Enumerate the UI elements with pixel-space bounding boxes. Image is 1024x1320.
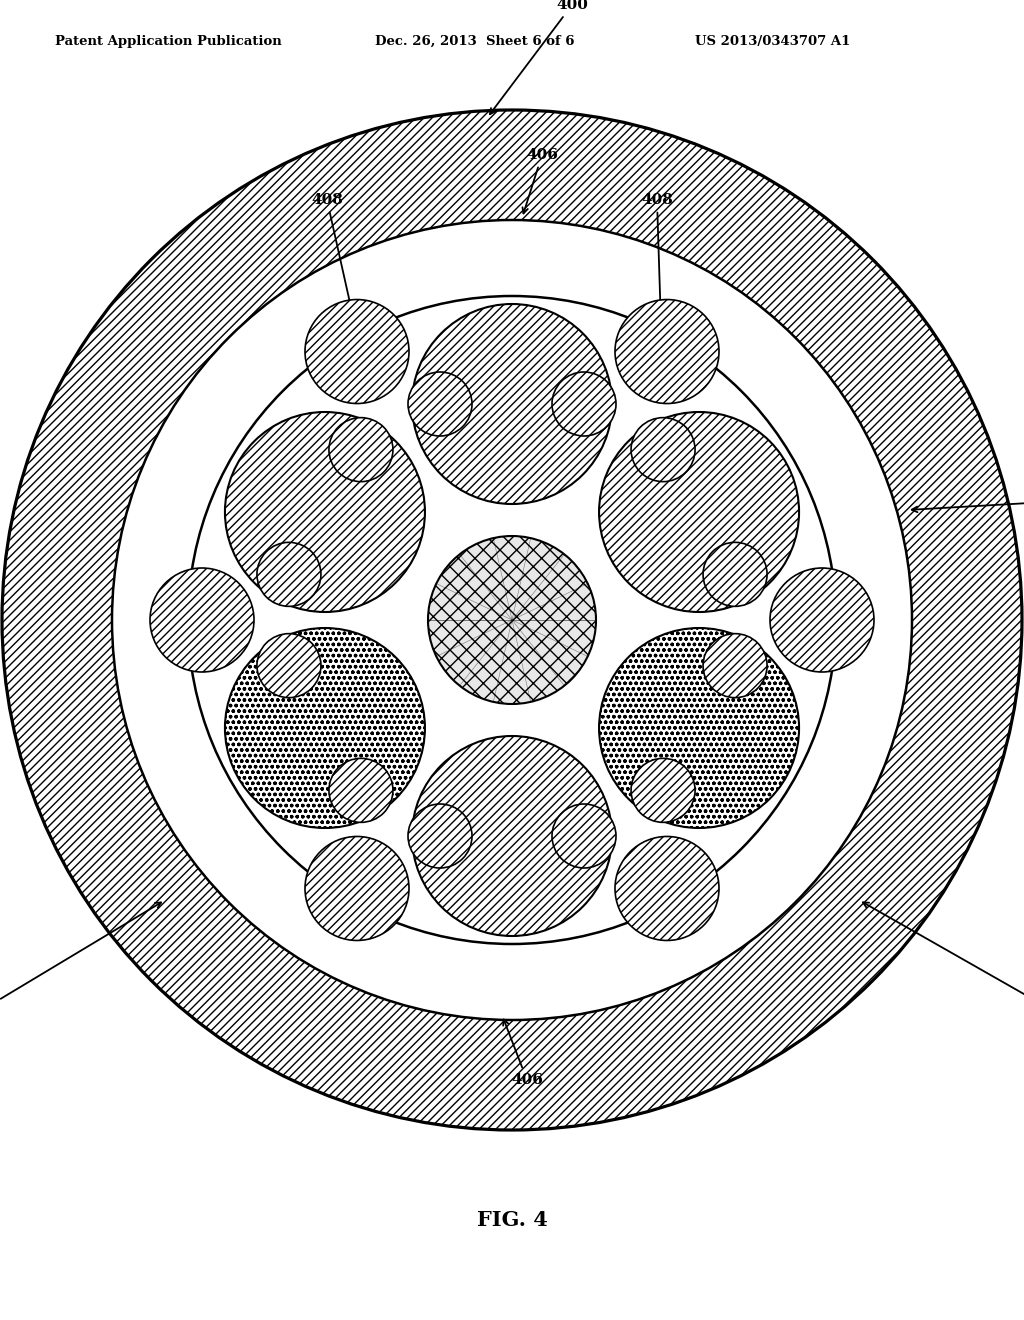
- Circle shape: [552, 804, 616, 869]
- Circle shape: [112, 220, 912, 1020]
- Circle shape: [631, 759, 695, 822]
- Text: US 2013/0343707 A1: US 2013/0343707 A1: [695, 36, 850, 48]
- Circle shape: [703, 543, 767, 606]
- Circle shape: [428, 536, 596, 704]
- Circle shape: [631, 417, 695, 482]
- Circle shape: [615, 300, 719, 404]
- Circle shape: [305, 837, 409, 940]
- Circle shape: [703, 634, 767, 698]
- Text: 408: 408: [641, 193, 673, 351]
- Text: Patent Application Publication: Patent Application Publication: [55, 36, 282, 48]
- Circle shape: [412, 737, 612, 936]
- Text: 406: 406: [503, 1019, 543, 1086]
- Circle shape: [412, 304, 612, 504]
- Text: Dec. 26, 2013  Sheet 6 of 6: Dec. 26, 2013 Sheet 6 of 6: [375, 36, 574, 48]
- Circle shape: [552, 372, 616, 436]
- Circle shape: [305, 300, 409, 404]
- Text: 404: 404: [863, 903, 1024, 1016]
- Text: 402: 402: [911, 492, 1024, 512]
- Text: FIG. 4: FIG. 4: [476, 1210, 548, 1230]
- Text: 400: 400: [489, 0, 588, 114]
- Text: 408: 408: [311, 193, 362, 352]
- Circle shape: [150, 568, 254, 672]
- Circle shape: [225, 628, 425, 828]
- Circle shape: [329, 417, 393, 482]
- Circle shape: [599, 412, 799, 612]
- Circle shape: [408, 804, 472, 869]
- Circle shape: [770, 568, 874, 672]
- Circle shape: [599, 628, 799, 828]
- Text: 406: 406: [522, 148, 558, 214]
- Circle shape: [329, 759, 393, 822]
- Circle shape: [257, 634, 321, 698]
- Circle shape: [408, 372, 472, 436]
- Circle shape: [225, 412, 425, 612]
- Circle shape: [2, 110, 1022, 1130]
- Text: 404: 404: [0, 903, 161, 1016]
- Circle shape: [615, 837, 719, 940]
- Circle shape: [188, 296, 836, 944]
- Circle shape: [257, 543, 321, 606]
